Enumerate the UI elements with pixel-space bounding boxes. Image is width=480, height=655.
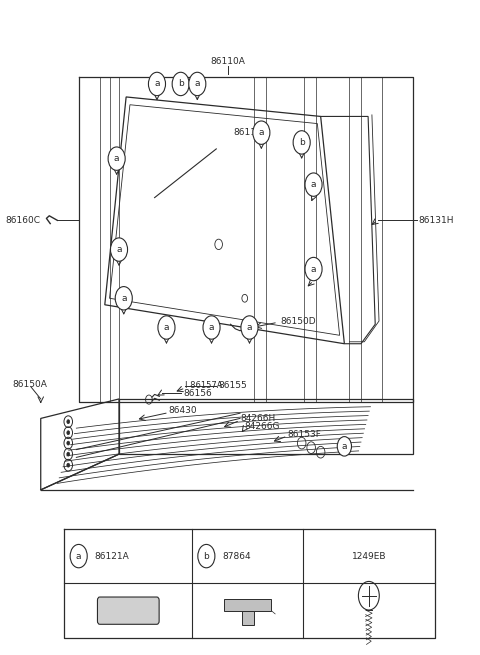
Text: 84266G: 84266G — [245, 422, 280, 431]
Text: a: a — [342, 442, 347, 451]
Text: a: a — [154, 79, 160, 88]
Text: b: b — [178, 79, 183, 88]
Text: I 86157A: I 86157A — [185, 381, 223, 390]
Text: a: a — [121, 294, 127, 303]
Circle shape — [115, 287, 132, 310]
Text: a: a — [259, 128, 264, 137]
Circle shape — [305, 173, 322, 196]
Text: 86430: 86430 — [169, 406, 197, 415]
Text: 86153F: 86153F — [288, 430, 321, 438]
Text: 86150A: 86150A — [12, 379, 47, 388]
Text: 86150D: 86150D — [280, 316, 316, 326]
Text: 86156: 86156 — [183, 388, 212, 398]
Circle shape — [305, 257, 322, 281]
Circle shape — [70, 544, 87, 568]
Text: 86155: 86155 — [219, 381, 247, 390]
FancyBboxPatch shape — [97, 597, 159, 624]
Circle shape — [172, 72, 189, 96]
Circle shape — [148, 72, 166, 96]
Text: 87864: 87864 — [222, 552, 251, 561]
Text: a: a — [209, 323, 214, 332]
Text: 86110A: 86110A — [211, 57, 246, 66]
Text: b: b — [299, 138, 304, 147]
Circle shape — [189, 72, 206, 96]
Circle shape — [110, 238, 128, 261]
Circle shape — [67, 441, 70, 445]
Circle shape — [67, 452, 70, 456]
Circle shape — [198, 544, 215, 568]
Text: a: a — [311, 180, 316, 189]
Circle shape — [158, 316, 175, 339]
Text: 86131H: 86131H — [418, 216, 454, 225]
Text: a: a — [116, 245, 122, 254]
FancyBboxPatch shape — [224, 599, 271, 610]
Circle shape — [253, 121, 270, 144]
Text: 86121A: 86121A — [95, 552, 129, 561]
Text: b: b — [204, 552, 209, 561]
Text: a: a — [164, 323, 169, 332]
Circle shape — [293, 131, 310, 154]
Text: 86115: 86115 — [234, 128, 263, 137]
Text: 86160C: 86160C — [5, 216, 40, 225]
Text: 84266H: 84266H — [240, 414, 275, 423]
Circle shape — [67, 420, 70, 424]
FancyBboxPatch shape — [242, 610, 253, 625]
Circle shape — [108, 147, 125, 170]
Text: a: a — [76, 552, 82, 561]
Text: a: a — [311, 265, 316, 274]
Circle shape — [337, 437, 351, 456]
Circle shape — [67, 431, 70, 435]
Text: a: a — [194, 79, 200, 88]
Text: 1249EB: 1249EB — [351, 552, 386, 561]
Circle shape — [241, 316, 258, 339]
Circle shape — [203, 316, 220, 339]
Text: a: a — [247, 323, 252, 332]
Text: a: a — [114, 154, 120, 163]
Circle shape — [67, 463, 70, 467]
